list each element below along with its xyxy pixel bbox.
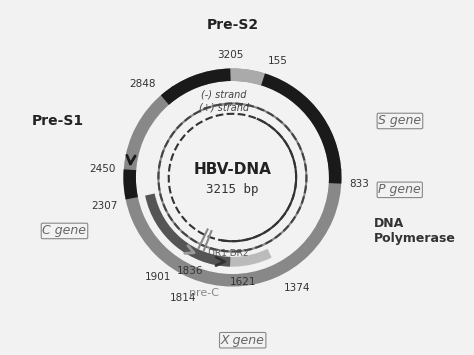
Text: 1814: 1814 (170, 293, 196, 303)
Text: DNA
Polymerase: DNA Polymerase (374, 217, 456, 245)
Text: P gene: P gene (378, 183, 421, 196)
Text: 155: 155 (267, 56, 287, 66)
Text: 1836: 1836 (177, 266, 203, 275)
Text: 2450: 2450 (89, 164, 116, 174)
Text: 3205: 3205 (217, 50, 243, 60)
Text: 2307: 2307 (91, 201, 118, 211)
Text: X gene: X gene (221, 334, 264, 347)
Text: (-) strand: (-) strand (201, 89, 247, 99)
Text: 1901: 1901 (145, 272, 171, 283)
Text: 833: 833 (349, 179, 369, 189)
Text: 2848: 2848 (129, 79, 155, 89)
Text: HBV-DNA: HBV-DNA (193, 162, 271, 177)
Text: 1374: 1374 (284, 283, 310, 293)
Text: Pre-S2: Pre-S2 (206, 17, 258, 32)
Text: pre-C: pre-C (189, 289, 219, 299)
Text: 1621: 1621 (230, 277, 256, 287)
Text: (+) strand: (+) strand (199, 103, 249, 113)
Text: Pre-S1: Pre-S1 (31, 114, 83, 128)
Text: 3215 bp: 3215 bp (206, 183, 259, 196)
Text: DR1 DR2: DR1 DR2 (208, 248, 248, 258)
Text: S gene: S gene (378, 114, 421, 127)
Text: C gene: C gene (43, 224, 86, 237)
